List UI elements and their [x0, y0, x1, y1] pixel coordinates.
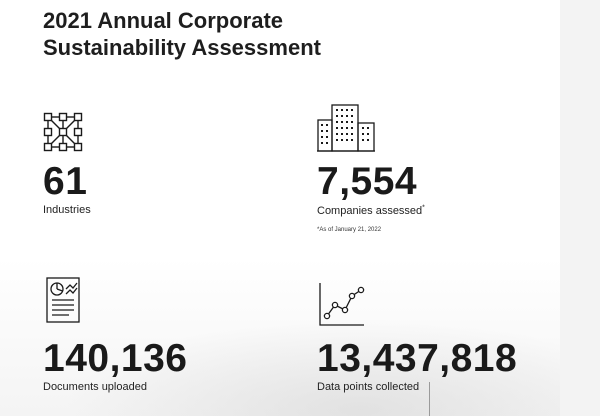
stat-label-text: Companies assessed [317, 205, 423, 217]
stat-documents-uploaded: 140,136 Documents uploaded [43, 277, 283, 402]
stat-value: 61 [43, 160, 88, 203]
stat-footnote: *As of January 21, 2022 [317, 227, 382, 233]
network-nodes-icon [43, 112, 83, 152]
buildings-icon [317, 104, 375, 152]
stat-value: 140,136 [43, 337, 188, 380]
stat-label: Industries [43, 204, 91, 216]
stat-label: Documents uploaded [43, 381, 147, 393]
stat-data-points-collected: 13,437,818 Data points collected [317, 282, 557, 402]
line-chart-icon [317, 282, 365, 328]
divider-line [429, 382, 430, 416]
stat-industries: 61 Industries [43, 112, 263, 222]
stat-value: 13,437,818 [317, 337, 518, 380]
page-title-line-2: Sustainability Assessment [43, 35, 321, 60]
stat-label: Data points collected [317, 381, 420, 393]
footnote-marker: * [422, 204, 425, 212]
stat-label: Companies assessed* [317, 204, 425, 218]
page-title: 2021 Annual Corporate Sustainability Ass… [43, 7, 321, 61]
stat-companies-assessed: 7,554 Companies assessed* *As of January… [317, 104, 557, 234]
stat-value: 7,554 [317, 160, 418, 203]
document-chart-icon [43, 277, 87, 325]
page-title-line-1: 2021 Annual Corporate [43, 8, 284, 33]
right-margin-panel [560, 0, 600, 416]
